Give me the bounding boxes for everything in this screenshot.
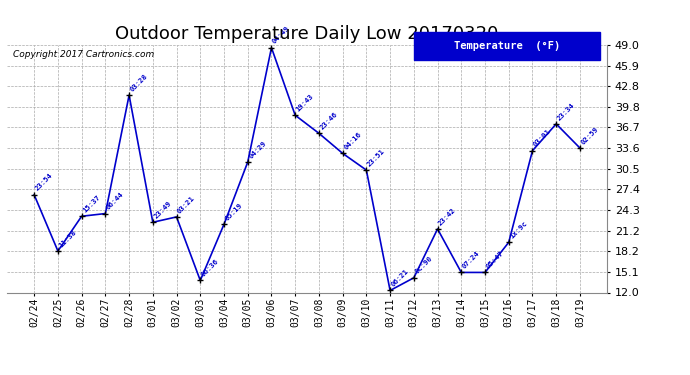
Text: Copyright 2017 Cartronics.com: Copyright 2017 Cartronics.com [13, 50, 154, 59]
Text: 02:59: 02:59 [580, 126, 600, 146]
Text: 05:19: 05:19 [224, 202, 244, 222]
Title: Outdoor Temperature Daily Low 20170320: Outdoor Temperature Daily Low 20170320 [115, 26, 499, 44]
Text: 23:49: 23:49 [152, 200, 172, 220]
Text: 23:46: 23:46 [319, 111, 339, 130]
Text: 19:43: 19:43 [295, 93, 315, 112]
Text: 03:21: 03:21 [177, 195, 196, 214]
Text: 23:34: 23:34 [556, 102, 576, 121]
Text: 04:16: 04:16 [343, 131, 362, 151]
Text: 23:42: 23:42 [437, 207, 457, 226]
Text: 03:28: 03:28 [129, 73, 149, 93]
Text: 15:37: 15:37 [81, 194, 101, 214]
Text: 1x:9c: 1x:9c [509, 220, 529, 240]
Text: 03:01: 03:01 [533, 128, 552, 148]
Text: 23:54: 23:54 [34, 172, 54, 192]
Text: 23:51: 23:51 [366, 148, 386, 167]
Text: 06:36: 06:36 [200, 258, 220, 278]
Text: 11:38: 11:38 [58, 229, 77, 248]
Text: 05:47: 05:47 [485, 250, 504, 270]
Text: 07:24: 07:24 [462, 250, 481, 270]
Text: Temperature  (°F): Temperature (°F) [454, 41, 560, 51]
Text: 04:29: 04:29 [248, 140, 268, 159]
Text: 06:44: 06:44 [106, 191, 125, 211]
Text: 04:49: 04:49 [271, 25, 291, 45]
Text: 0c:90: 0c:90 [414, 255, 433, 275]
Text: 06:21: 06:21 [390, 268, 410, 288]
